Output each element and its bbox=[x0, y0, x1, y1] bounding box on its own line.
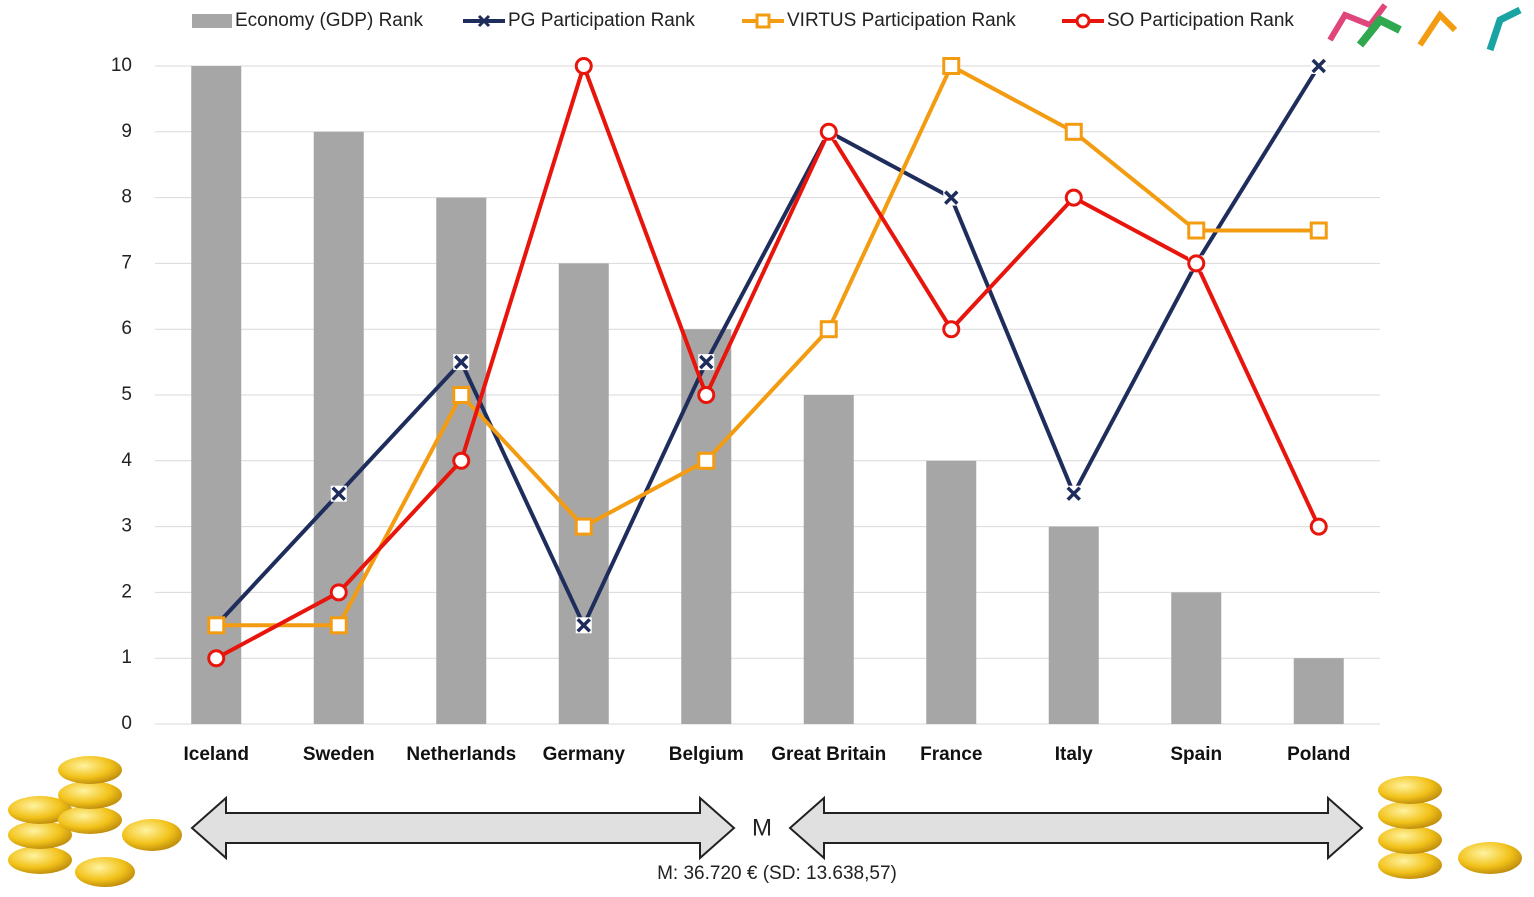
marker bbox=[942, 57, 961, 75]
x-tick-label: Great Britain bbox=[771, 744, 887, 765]
marker bbox=[943, 189, 960, 206]
y-tick-label: 0 bbox=[121, 713, 132, 734]
marker bbox=[698, 354, 715, 371]
bar bbox=[926, 460, 977, 724]
arrow-right bbox=[788, 795, 1364, 861]
legend-label: SO Participation Rank bbox=[1107, 10, 1294, 31]
arrow-left bbox=[190, 795, 736, 861]
legend-marker bbox=[1075, 13, 1091, 29]
marker bbox=[453, 354, 470, 371]
y-tick-label: 4 bbox=[121, 450, 132, 471]
y-tick-label: 5 bbox=[121, 384, 132, 405]
y-tick-label: 1 bbox=[121, 647, 132, 668]
marker bbox=[819, 320, 838, 339]
marker bbox=[207, 616, 226, 635]
marker bbox=[329, 583, 348, 602]
bar bbox=[558, 263, 609, 724]
x-tick-label: Germany bbox=[542, 744, 625, 765]
x-tick-label: Spain bbox=[1170, 744, 1223, 765]
marker bbox=[1187, 254, 1206, 273]
bar bbox=[191, 66, 242, 724]
marker-x bbox=[576, 618, 591, 633]
marker bbox=[697, 386, 716, 404]
athletes-icon bbox=[1327, 3, 1522, 52]
marker bbox=[1309, 517, 1328, 536]
coins-right bbox=[1378, 776, 1522, 879]
marker-x bbox=[1311, 58, 1326, 74]
marker-x bbox=[1066, 486, 1081, 501]
marker bbox=[819, 122, 838, 141]
coins-left bbox=[8, 756, 182, 887]
x-tick-label: France bbox=[920, 744, 983, 765]
y-tick-label: 7 bbox=[121, 252, 132, 273]
x-tick-label: Iceland bbox=[183, 744, 249, 765]
x-tick-label: Italy bbox=[1054, 744, 1093, 765]
marker bbox=[1064, 188, 1083, 207]
legend-marker bbox=[477, 14, 491, 28]
marker bbox=[574, 57, 593, 75]
x-tick-label: Belgium bbox=[668, 744, 744, 765]
marker bbox=[1310, 58, 1327, 74]
y-tick-label: 10 bbox=[111, 55, 132, 76]
legend-label: VIRTUS Participation Rank bbox=[787, 10, 1016, 31]
marker bbox=[1309, 221, 1328, 240]
marker-x bbox=[944, 190, 959, 205]
legend-swatch bbox=[192, 14, 232, 28]
marker bbox=[329, 616, 348, 635]
y-tick-label: 3 bbox=[121, 516, 132, 537]
y-tick-label: 6 bbox=[121, 318, 132, 339]
bar bbox=[1048, 526, 1099, 724]
marker bbox=[575, 617, 592, 634]
marker bbox=[942, 320, 961, 339]
marker bbox=[207, 649, 226, 668]
x-tick-label: Poland bbox=[1287, 744, 1351, 765]
y-tick-label: 8 bbox=[121, 187, 132, 208]
x-tick-label: Netherlands bbox=[406, 744, 517, 765]
bar bbox=[1171, 592, 1222, 724]
marker bbox=[1064, 122, 1083, 141]
bar bbox=[803, 395, 854, 724]
legend-marker bbox=[755, 13, 771, 29]
annotation-mean: M: 36.720 € (SD: 13.638,57) bbox=[657, 863, 897, 884]
marker bbox=[452, 386, 471, 404]
series-line bbox=[216, 64, 1319, 628]
series-line bbox=[215, 64, 1321, 660]
marker bbox=[452, 451, 471, 470]
legend-label: PG Participation Rank bbox=[508, 10, 695, 31]
y-tick-label: 9 bbox=[121, 121, 132, 142]
marker bbox=[330, 485, 347, 502]
bar bbox=[313, 131, 364, 725]
annotation-m: M bbox=[752, 814, 772, 841]
marker-x bbox=[699, 354, 714, 370]
bar bbox=[1293, 658, 1344, 724]
marker-x bbox=[454, 354, 469, 370]
marker bbox=[697, 451, 716, 470]
series-line bbox=[214, 64, 1321, 628]
marker bbox=[1187, 221, 1206, 240]
marker bbox=[574, 517, 593, 536]
legend-label: Economy (GDP) Rank bbox=[235, 10, 423, 31]
marker-x bbox=[331, 486, 346, 501]
x-tick-label: Sweden bbox=[302, 744, 375, 765]
y-tick-label: 2 bbox=[121, 581, 132, 602]
marker bbox=[1065, 485, 1082, 502]
